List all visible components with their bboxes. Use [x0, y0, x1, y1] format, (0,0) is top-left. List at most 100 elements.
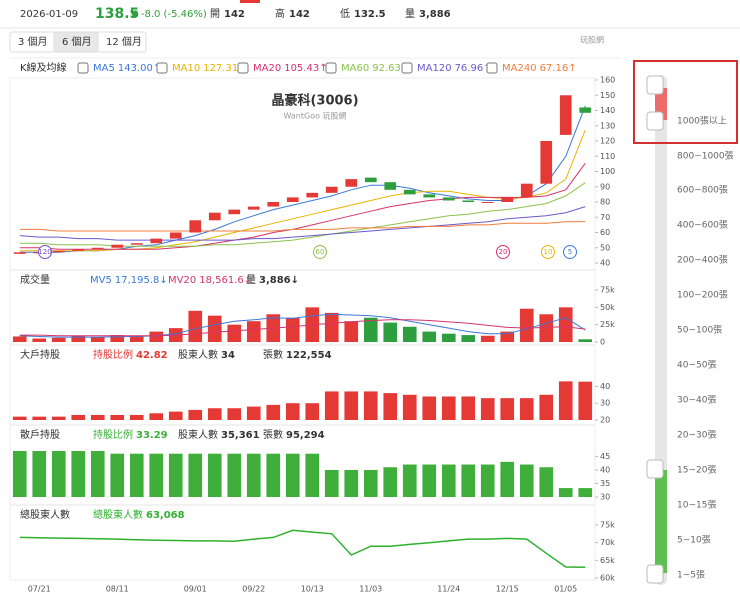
slider-handle[interactable] [646, 75, 664, 95]
stat-name: 持股比例 [93, 428, 133, 441]
filter-label: 20~30張 [677, 430, 716, 441]
y-tick-label: 40 [600, 465, 610, 474]
bar [168, 411, 183, 420]
bar [363, 317, 378, 342]
bar [402, 326, 417, 342]
stat-value: 35,361 [221, 430, 260, 441]
candle [130, 243, 143, 245]
legend-value: 105.43↑ [284, 63, 327, 74]
legend-value: 17,195.8↓ [115, 275, 168, 286]
chart-title: 晶豪科(3006) [271, 93, 358, 109]
legend-value: 18,561.6↓ [199, 275, 252, 286]
bar [558, 488, 573, 497]
candle [208, 212, 221, 221]
bar [402, 394, 417, 420]
y-tick-label: 75k [600, 521, 615, 530]
bar [129, 414, 144, 420]
candle [345, 179, 358, 187]
y-tick-label: 35 [600, 479, 610, 488]
checkbox[interactable] [325, 62, 337, 74]
bar [110, 335, 125, 342]
bar [441, 464, 456, 497]
candle [111, 244, 124, 248]
panel-title: 散戶持股 [20, 428, 60, 441]
checkbox[interactable] [237, 62, 249, 74]
bar [90, 451, 105, 497]
stat-value: 122,554 [286, 350, 332, 361]
candle [325, 186, 338, 193]
bar [149, 453, 164, 497]
bar [519, 308, 534, 342]
legend-entry: MA5 143.00↑ [93, 63, 161, 74]
tab-label[interactable]: 3 個月 [18, 35, 48, 48]
bar [168, 453, 183, 497]
legend-name: MA60 [341, 63, 369, 74]
bar [51, 451, 66, 497]
bar [227, 408, 242, 420]
bar [285, 453, 300, 497]
bar [578, 381, 593, 420]
bar [578, 339, 593, 342]
bar [129, 335, 144, 342]
y-tick-label: 70k [600, 538, 615, 547]
bar [188, 453, 203, 497]
bar [110, 414, 125, 420]
bar [324, 469, 339, 497]
slider-handle[interactable] [646, 459, 664, 479]
stat-value: 3,886↓ [259, 275, 299, 286]
bar [51, 416, 66, 420]
bar [539, 394, 554, 420]
chart-subtitle: WantGoo 玩股網 [283, 111, 346, 121]
filter-label: 10~15張 [677, 500, 716, 511]
slider-handle[interactable] [646, 111, 664, 131]
tab[interactable] [97, 31, 147, 53]
bar [207, 408, 222, 420]
stat-value: 142 [224, 9, 245, 20]
y-tick-label: 160 [600, 76, 615, 85]
bar [285, 317, 300, 342]
y-tick-label: 130 [600, 121, 615, 130]
bar [480, 398, 495, 420]
date: 2026-01-09 [20, 9, 78, 20]
bar [383, 393, 398, 420]
filter-label: 50~100張 [677, 325, 722, 336]
filter-label: 1~5張 [677, 570, 705, 581]
logo: 玩股網 [580, 35, 604, 45]
y-tick-label: 40 [600, 259, 610, 268]
y-tick-label: 40 [600, 382, 610, 391]
candle [423, 194, 436, 198]
bar [305, 403, 320, 420]
bar [129, 453, 144, 497]
candle [91, 247, 104, 250]
tab-label[interactable]: 12 個月 [106, 35, 142, 48]
price: 138.5 [95, 6, 139, 22]
checkbox[interactable] [401, 62, 413, 74]
filter-label: 200~400張 [677, 255, 728, 266]
candle [189, 220, 202, 233]
panel-title: 大戶持股 [20, 348, 60, 361]
bar [12, 336, 27, 342]
bar [246, 453, 261, 497]
bar [12, 416, 27, 420]
slider-handle[interactable] [646, 564, 664, 584]
bar [422, 396, 437, 420]
candle [364, 177, 377, 183]
checkbox[interactable] [156, 62, 168, 74]
y-tick-label: 150 [600, 91, 615, 100]
checkbox[interactable] [77, 62, 89, 74]
bar [266, 453, 281, 497]
bar [539, 314, 554, 342]
bar [500, 398, 515, 420]
stat: 股東人數 35,361 [178, 428, 260, 441]
y-tick-label: 100 [600, 167, 615, 176]
cross-marker-label: 60 [316, 248, 325, 256]
candle [228, 209, 241, 215]
tab-label[interactable]: 6 個月 [62, 35, 92, 48]
y-tick-label: 25k [600, 320, 615, 329]
bar [149, 413, 164, 420]
mv-line [19, 313, 586, 338]
bar [422, 331, 437, 342]
stat: 持股比例 33.29 [93, 428, 168, 441]
checkbox[interactable] [486, 62, 498, 74]
cross-marker-label: 10 [544, 248, 553, 256]
